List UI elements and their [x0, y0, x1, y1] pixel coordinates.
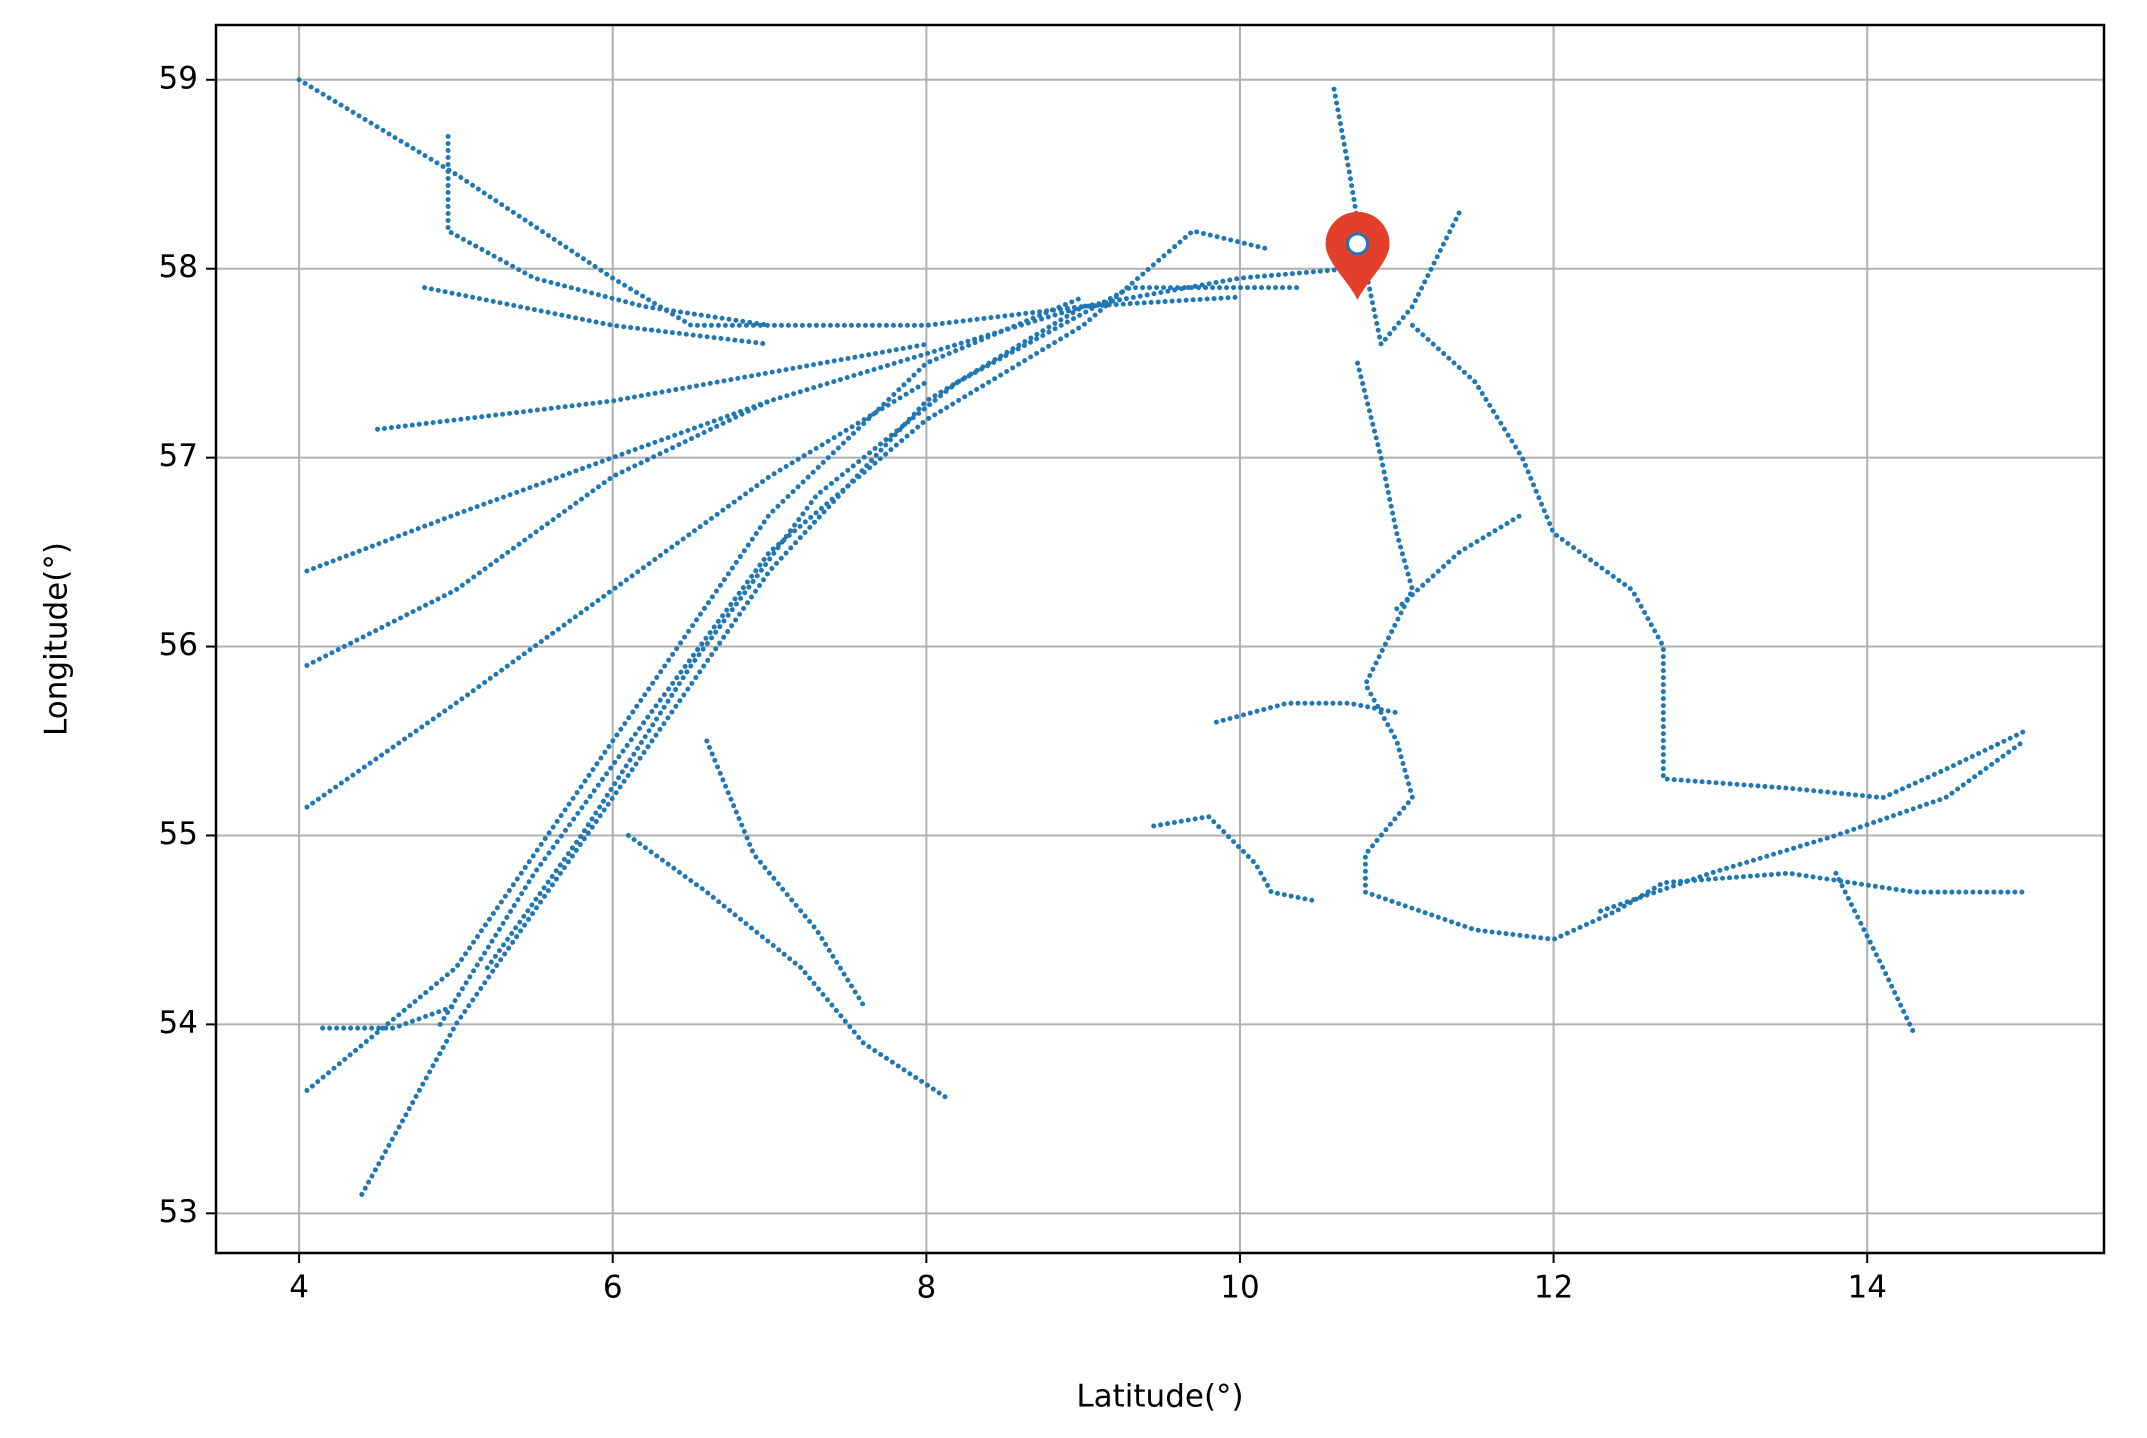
y-tick-label: 53 [159, 1194, 198, 1230]
y-axis-label: Longitude(°) [39, 542, 75, 736]
plot-frame [214, 23, 2106, 1255]
track [296, 77, 1243, 328]
y-tick-label: 55 [159, 816, 198, 852]
track [1409, 322, 2027, 801]
x-tick-label: 6 [603, 1270, 623, 1306]
x-tick-label: 12 [1534, 1270, 1573, 1306]
y-tick-label: 56 [159, 627, 198, 663]
track [484, 285, 1306, 971]
track [304, 303, 1086, 574]
track [304, 379, 929, 810]
y-tick-label: 58 [159, 249, 198, 285]
track [1394, 511, 1525, 612]
pin-hole [1346, 232, 1370, 256]
track [422, 285, 773, 347]
track [437, 228, 1274, 1027]
location-pin [1325, 211, 1390, 300]
track [304, 294, 1086, 1094]
track [1355, 360, 2027, 942]
track [1833, 870, 1917, 1037]
y-tick-label: 54 [159, 1005, 198, 1041]
track [445, 133, 773, 328]
track [304, 398, 773, 668]
x-tick-label: 10 [1220, 1270, 1259, 1306]
track [625, 832, 953, 1103]
track [704, 738, 867, 1009]
track [375, 341, 929, 432]
y-tick-label: 59 [159, 60, 198, 96]
track [320, 1003, 459, 1031]
x-axis-label: Latitude(°) [1076, 1379, 1243, 1415]
track [1331, 86, 1463, 350]
x-tick-label: 8 [916, 1270, 936, 1306]
track [1151, 813, 1321, 905]
x-tick-label: 14 [1847, 1270, 1886, 1306]
track [359, 266, 1353, 1197]
y-tick-label: 57 [159, 438, 198, 474]
track [1213, 700, 1400, 725]
x-tick-label: 4 [289, 1270, 309, 1306]
track [1598, 738, 2027, 914]
